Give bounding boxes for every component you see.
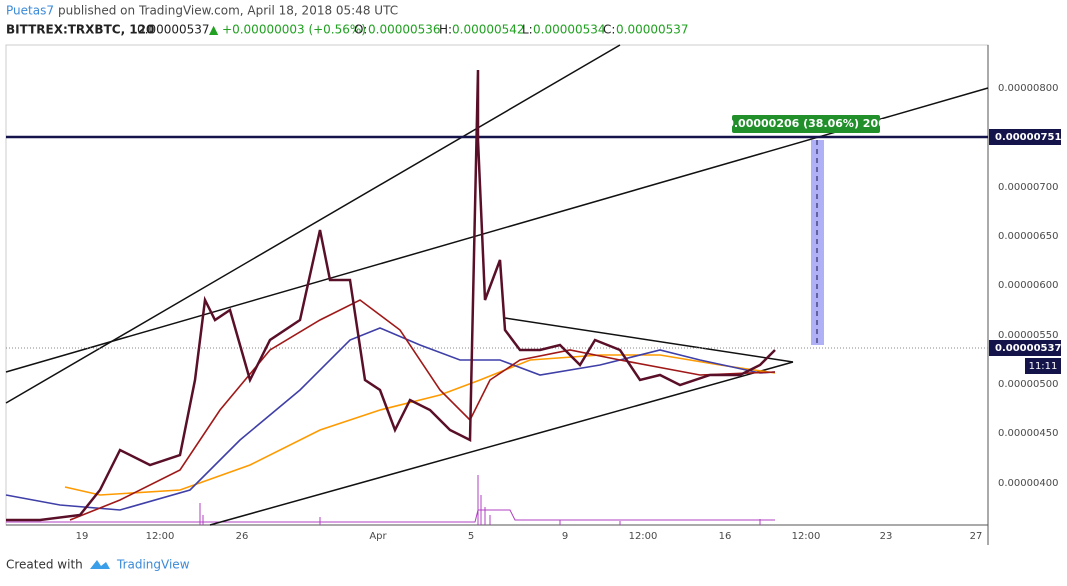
time-label: 5 [468,531,474,542]
measure-label-box [732,115,880,133]
created-with: Created with [6,558,83,572]
time-label: 12:00 [629,531,658,542]
open-label: O: [354,23,367,37]
time-label: 9 [562,531,568,542]
level-label-box [989,129,1061,145]
price-label: 0.00000650 [998,231,1058,242]
last: 0.00000537 [137,23,210,37]
level-label: 0.00000751 [995,132,1061,143]
high: 0.00000542 [452,23,525,37]
current-price-box [989,340,1061,356]
price-label: 0.00000550 [998,330,1058,341]
price-label: 0.00000450 [998,428,1058,439]
time-label: 27 [970,531,983,542]
time-label: 16 [719,531,732,542]
time-label: 23 [880,531,893,542]
countdown-box [1025,358,1061,374]
close-label: C: [603,23,615,37]
high-label: H: [439,23,452,37]
countdown: 11:11 [1029,361,1058,372]
time-label: 19 [76,531,89,542]
time-label: 12:00 [146,531,175,542]
price-label: 0.00000400 [998,478,1058,489]
author[interactable]: Puetas7 [6,4,54,18]
trend-lines [5,44,989,526]
current-price-label: 0.00000537 [995,343,1061,354]
brand[interactable]: TradingView [116,558,190,572]
price-candles [6,69,776,522]
volume [6,475,775,525]
price-label: 0.00000700 [998,182,1058,193]
change: ▲ +0.00000003 (+0.56%) [209,23,366,37]
close: 0.00000537 [616,23,689,37]
low-label: L: [522,23,533,37]
time-label: Apr [369,531,387,542]
ma-blue [5,327,776,511]
price-label: 0.00000800 [998,83,1058,94]
time-axis: 19 12:00 26 Apr 5 9 12:00 16 12:00 23 27 [76,531,983,542]
brand-logo[interactable] [90,560,110,569]
low: 0.00000534 [533,23,606,37]
measure-label: 0.00000206 (38.06%) 206 [726,117,886,130]
published: published on TradingView.com, April 18, … [58,4,398,18]
price-axis: 0.00000800 0.00000700 0.00000650 0.00000… [989,83,1061,489]
price-label: 0.00000600 [998,280,1058,291]
time-label: 26 [236,531,249,542]
open: 0.00000536 [368,23,441,37]
price-label: 0.00000500 [998,379,1058,390]
ma-red [69,299,776,521]
time-label: 12:00 [792,531,821,542]
symbol: BITTREX:TRXBTC, 120 [6,23,154,37]
ma-orange [64,354,776,496]
